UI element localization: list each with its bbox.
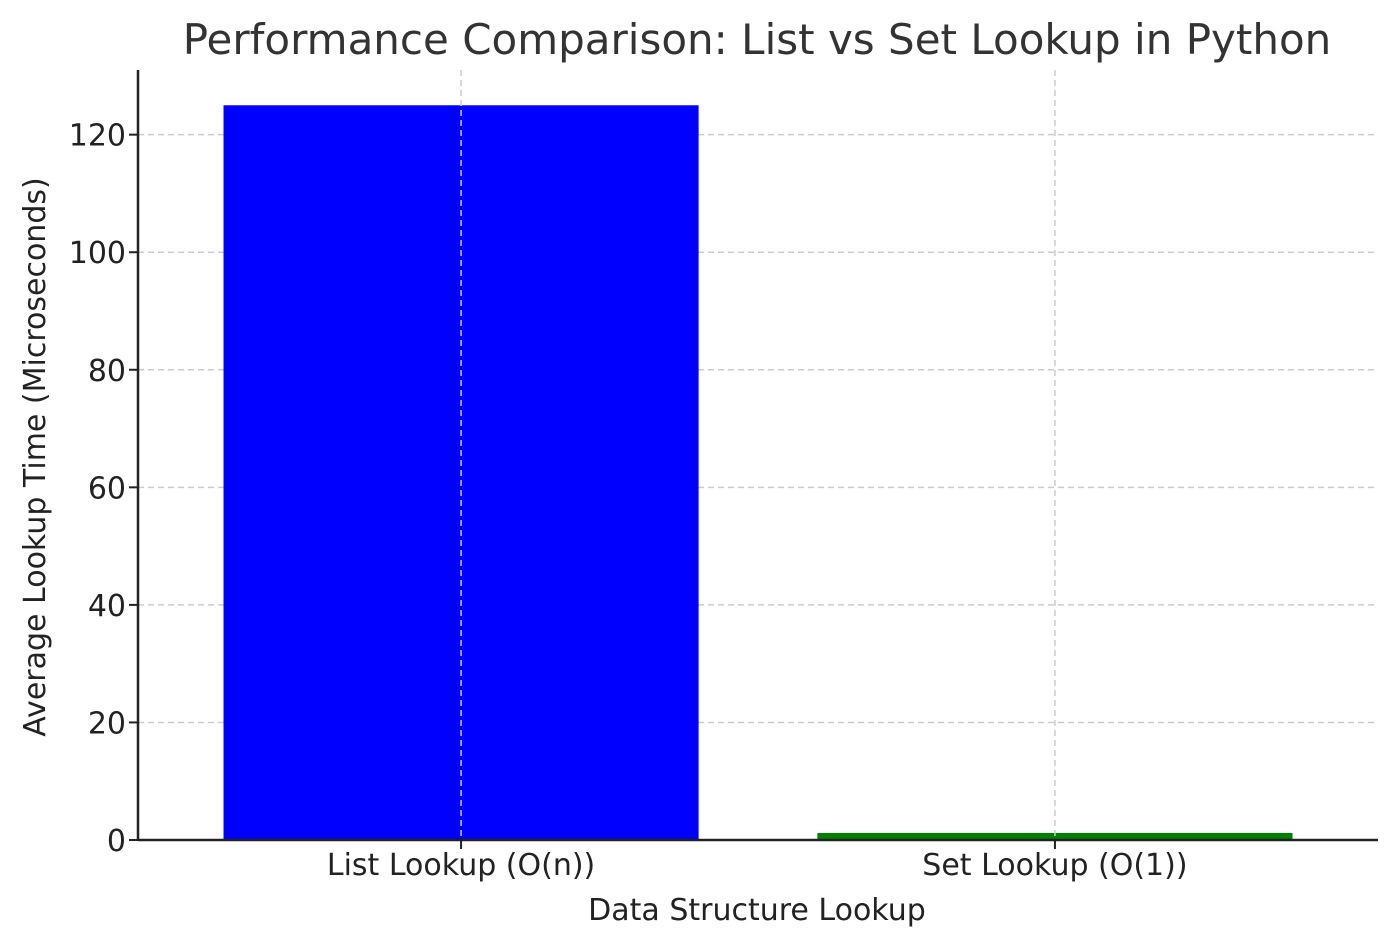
axis-layer	[136, 70, 1378, 842]
chart-title: Performance Comparison: List vs Set Look…	[183, 15, 1332, 64]
tick-layer: 0 20 40 60 80 100 120 List Lookup (O(n)) Set Loo…	[69, 70, 1188, 883]
y-tick-label: 20	[88, 706, 126, 741]
x-tick-label: List Lookup (O(n))	[327, 848, 595, 883]
y-tick-label: 100	[69, 236, 126, 271]
y-tick-label: 120	[69, 119, 126, 154]
grid-layer	[138, 133, 1378, 841]
x-tick-label: Set Lookup (O(1))	[922, 848, 1187, 883]
y-axis-label: Average Lookup Time (Microseconds)	[18, 177, 53, 736]
bar	[817, 832, 1293, 840]
y-tick-label: 60	[88, 471, 126, 506]
y-tick-label: 0	[107, 824, 126, 859]
bar-layer	[223, 105, 1293, 841]
y-tick-label: 40	[88, 589, 126, 624]
y-tick-label: 80	[88, 354, 126, 389]
x-axis-label: Data Structure Lookup	[588, 893, 926, 928]
